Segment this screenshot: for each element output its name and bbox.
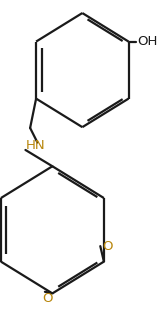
Text: OH: OH (138, 35, 158, 48)
Text: O: O (103, 240, 113, 253)
Text: HN: HN (26, 139, 46, 152)
Text: O: O (43, 292, 53, 305)
